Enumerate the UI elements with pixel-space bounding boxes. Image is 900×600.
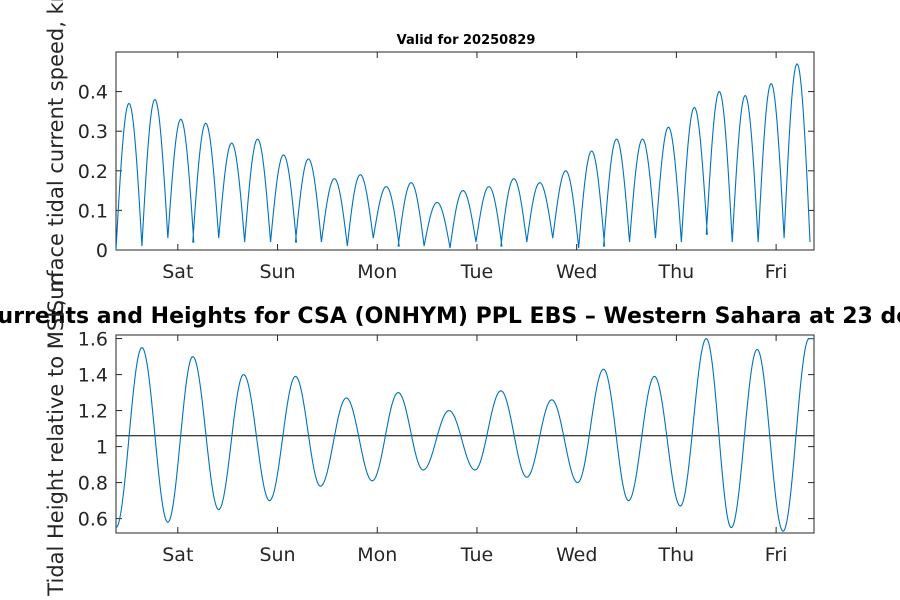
- bot-x-tick-label: Tue: [460, 544, 493, 566]
- bot-x-tick-label: Sun: [259, 544, 295, 566]
- current-speed-chart: Valid for 20250829 0 0.1 0.2 0.3 0.4 Sat Sun M…: [44, 0, 815, 313]
- bot-y-tick-label: 0.8: [78, 473, 108, 495]
- bottom-x-axis: Sat Sun Mon Tue Wed Thu Fri: [162, 335, 787, 566]
- bot-x-tick-label: Sat: [162, 544, 193, 566]
- top-x-tick-label: Sun: [259, 261, 295, 283]
- tidal-height-chart: Tidal Currents and Heights for CSA (ONHY…: [0, 272, 900, 596]
- bottom-y-axis: 0.6 0.8 1 1.2 1.4 1.6: [78, 329, 814, 531]
- bot-y-tick-label: 1.2: [78, 401, 108, 423]
- bot-x-tick-label: Mon: [357, 544, 397, 566]
- top-x-tick-label: Mon: [357, 261, 397, 283]
- tidal-height-series-line: [115, 337, 814, 532]
- top-x-axis: Sat Sun Mon Tue Wed Thu Fri: [162, 52, 787, 283]
- top-y-tick-label: 0.3: [78, 121, 108, 143]
- top-x-tick-label: Sat: [162, 261, 193, 283]
- bot-y-tick-label: 1: [96, 437, 108, 459]
- bottom-chart-title: Tidal Currents and Heights for CSA (ONHY…: [0, 304, 900, 329]
- top-y-tick-label: 0.2: [78, 161, 108, 183]
- bot-y-tick-label: 1.4: [78, 365, 108, 387]
- bottom-y-axis-label: Tidal Height relative to MSL, m: [44, 272, 68, 596]
- top-x-tick-label: Fri: [765, 261, 788, 283]
- top-y-tick-label: 0.4: [78, 82, 108, 104]
- bot-y-tick-label: 0.6: [78, 509, 108, 531]
- bottom-plot-area: [115, 334, 815, 534]
- bot-y-tick-label: 1.6: [78, 329, 108, 351]
- top-y-tick-label: 0.1: [78, 200, 108, 222]
- top-y-axis-label: Surface tidal current speed, kn: [44, 0, 68, 313]
- top-y-tick-label: 0: [96, 240, 108, 262]
- top-x-tick-label: Wed: [556, 261, 597, 283]
- bot-x-tick-label: Fri: [765, 544, 788, 566]
- top-chart-title: Valid for 20250829: [397, 33, 536, 48]
- top-plot-area: [115, 51, 815, 251]
- bot-x-tick-label: Thu: [658, 544, 695, 566]
- top-x-tick-label: Tue: [460, 261, 493, 283]
- top-y-axis: 0 0.1 0.2 0.3 0.4: [78, 82, 814, 262]
- current-speed-series-line: [115, 63, 811, 251]
- top-x-tick-label: Thu: [658, 261, 695, 283]
- bot-x-tick-label: Wed: [556, 544, 597, 566]
